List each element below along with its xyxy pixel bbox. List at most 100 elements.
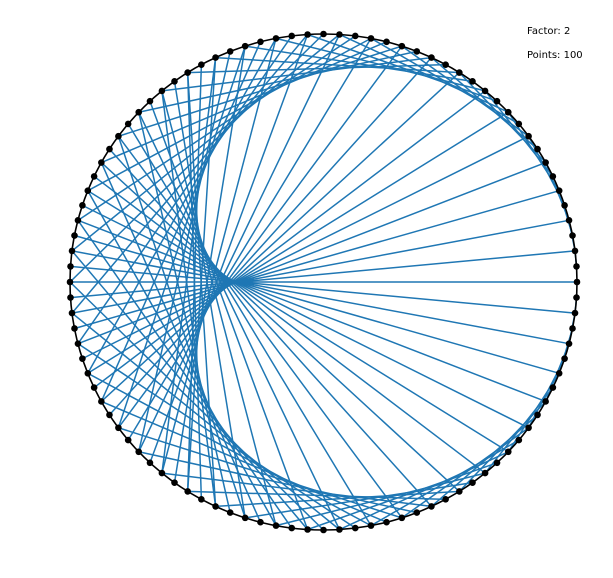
circle-point (561, 355, 568, 362)
chord-line (77, 35, 356, 221)
chord-line (117, 45, 403, 429)
chord-line (275, 37, 486, 92)
circle-point (555, 369, 563, 377)
circle-point (569, 325, 576, 332)
circle-point (158, 87, 166, 95)
circle-point (383, 38, 390, 46)
circle-point (272, 522, 280, 529)
circle-point (146, 459, 154, 467)
circle-point (158, 469, 166, 477)
circle-point (71, 325, 78, 332)
points-label: Points: 100 (527, 50, 583, 61)
circle-point (383, 518, 390, 526)
chord-line (69, 281, 325, 531)
chord-line (77, 161, 546, 345)
circle-point (336, 31, 343, 38)
circle-point (212, 54, 219, 61)
circle-point (106, 145, 113, 153)
circle-point (241, 514, 249, 522)
circle-point (320, 526, 327, 534)
circle-point (124, 120, 132, 128)
circle-point (555, 187, 563, 195)
chord-line (215, 490, 460, 508)
chord-line (138, 50, 417, 113)
circle-point (84, 187, 92, 195)
circle-point (413, 48, 421, 55)
circle-point (456, 488, 463, 495)
circle-point (257, 518, 264, 526)
circle-point (428, 54, 435, 61)
chord-line (127, 38, 372, 441)
chord-line (108, 148, 432, 507)
circle-point (304, 31, 311, 38)
circle-point (171, 479, 178, 486)
chord-line (149, 34, 309, 464)
circle-point (565, 217, 573, 224)
chord-line (430, 414, 539, 507)
circle-point (135, 108, 143, 116)
circle-point (493, 459, 501, 467)
circle-point (198, 61, 205, 68)
circle-point (549, 173, 557, 180)
circle-point (184, 69, 191, 76)
circle-point (241, 42, 249, 50)
circle-point (442, 61, 449, 68)
circle-point (272, 35, 280, 42)
circle-point (571, 247, 579, 255)
chord-line (87, 190, 509, 453)
circle-point (66, 278, 74, 286)
circle-point (542, 159, 549, 166)
circle-point (525, 424, 532, 432)
chord-line (77, 343, 356, 529)
circle-point (351, 32, 359, 40)
circle-point (549, 384, 557, 391)
circle-point (98, 159, 105, 166)
circle-point (456, 69, 463, 76)
circle-point (336, 526, 343, 533)
chord-line (101, 41, 387, 164)
circle-point (212, 503, 219, 510)
circle-point (304, 526, 311, 533)
circle-point (98, 398, 105, 405)
chord-line (100, 72, 460, 403)
chord-line (108, 57, 432, 416)
chord-line (93, 175, 486, 474)
circle-point (257, 38, 264, 46)
chord-line (161, 90, 277, 526)
circle-point (565, 340, 573, 347)
circle-point (428, 503, 435, 510)
circle-point (469, 78, 476, 85)
chord-line (137, 112, 231, 513)
chord-line (71, 250, 309, 530)
circle-point (367, 35, 375, 42)
circle-point (90, 173, 98, 180)
circle-point (74, 217, 82, 224)
chord-line (161, 57, 217, 474)
circle-point (504, 108, 512, 116)
chord-line (101, 400, 387, 523)
chord-line (127, 123, 372, 526)
circle-point (534, 145, 541, 153)
chord-line (82, 135, 529, 360)
circle-point (184, 488, 191, 495)
circle-point (469, 479, 476, 486)
circle-point (84, 369, 92, 377)
circle-point (413, 509, 421, 516)
circle-point (534, 411, 541, 419)
chord-line (70, 250, 576, 299)
chord-line (69, 33, 325, 283)
chord-lines (69, 33, 578, 531)
circle-point (74, 340, 82, 347)
circle-point (226, 509, 234, 516)
circle-point (571, 309, 579, 317)
chord-line (71, 312, 340, 531)
circle-point (79, 202, 86, 209)
chord-line (74, 234, 560, 375)
circle-point (90, 384, 98, 391)
circle-point (320, 30, 327, 38)
circle-point (573, 263, 580, 270)
circle-point (226, 48, 234, 55)
chord-line (161, 472, 432, 508)
circle-point (504, 448, 512, 456)
